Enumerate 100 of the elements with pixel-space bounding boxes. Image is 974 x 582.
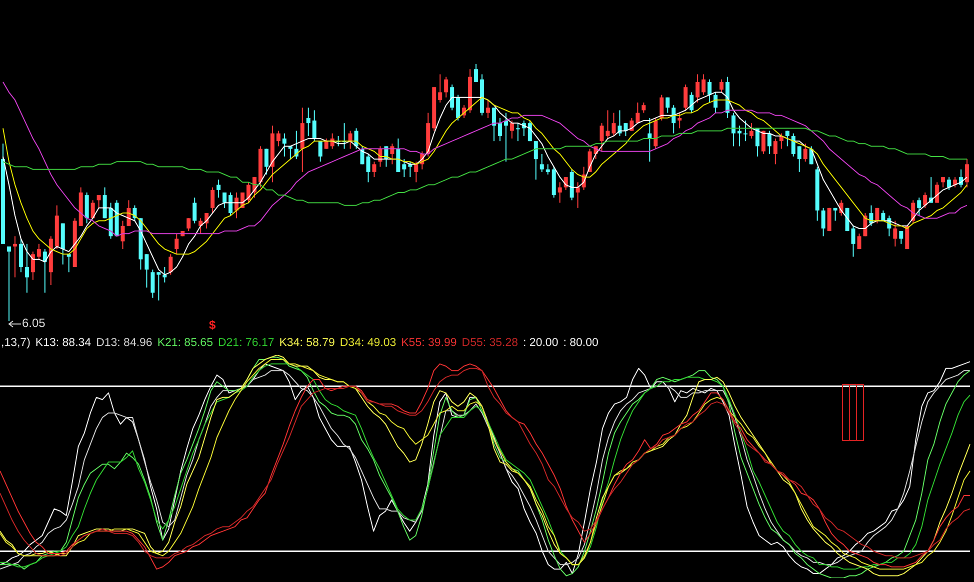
- text: : 80.00: [563, 337, 598, 350]
- candlestick: [456, 94, 460, 122]
- candlestick: [600, 122, 604, 152]
- candlestick: [150, 269, 155, 298]
- candlestick: [923, 192, 928, 208]
- text: K13: 88.34: [35, 337, 92, 350]
- candlestick: [546, 164, 550, 176]
- candlestick: [516, 122, 520, 142]
- candlestick: [36, 243, 41, 260]
- series-label: K55: 39.99: [401, 337, 457, 350]
- candlestick: [312, 110, 316, 142]
- candlestick: [875, 207, 880, 224]
- candlestick: [30, 251, 35, 280]
- candlestick: [84, 192, 89, 224]
- candlestick: [696, 74, 700, 104]
- candlestick: [684, 84, 688, 111]
- candlestick: [222, 192, 227, 208]
- candlestick: [731, 112, 736, 147]
- candlestick: [558, 182, 562, 204]
- candlestick: [708, 78, 712, 104]
- candlestick: [210, 186, 215, 214]
- candlestick: [24, 243, 29, 294]
- candlestick: [168, 254, 173, 276]
- candlestick: [642, 102, 646, 114]
- candlestick: [767, 130, 772, 154]
- candlestick: [408, 161, 412, 178]
- candlestick: [162, 266, 167, 283]
- candlestick: [678, 112, 682, 129]
- candlestick: [390, 143, 394, 165]
- candlestick: [228, 192, 233, 216]
- candlestick: [12, 236, 17, 278]
- candlestick: [96, 194, 101, 208]
- candlestick: [402, 158, 406, 178]
- candlestick: [192, 197, 197, 224]
- candlestick: [276, 130, 280, 147]
- candlestick: [899, 230, 904, 244]
- candlestick: [534, 140, 538, 180]
- candlestick: [785, 130, 790, 147]
- candlestick: [144, 254, 149, 288]
- candlestick: [18, 238, 23, 273]
- candlestick: [66, 254, 71, 273]
- candlestick: [690, 92, 694, 114]
- candlestick: [672, 104, 676, 134]
- candlestick: [444, 76, 448, 98]
- chart-title: ,13,7): [1, 337, 30, 350]
- candlestick: [857, 233, 862, 250]
- candlestick: [941, 176, 946, 188]
- text: : 20.00: [523, 337, 558, 350]
- candlestick: [372, 161, 376, 178]
- candlestick: [833, 207, 838, 222]
- candlestick: [498, 117, 502, 142]
- candlestick: [893, 220, 898, 247]
- annotation: 6.05: [22, 316, 46, 330]
- candlestick: [737, 125, 742, 147]
- candlestick: [947, 176, 952, 190]
- candlestick: [666, 96, 670, 114]
- candlestick: [720, 78, 724, 93]
- candlestick: [90, 200, 95, 219]
- candlestick: [486, 99, 490, 118]
- candlestick: [702, 74, 706, 96]
- candlestick: [821, 207, 826, 237]
- candlestick: [288, 146, 292, 160]
- candlestick: [564, 176, 568, 190]
- candlestick: [791, 132, 796, 158]
- candlestick: [414, 161, 418, 183]
- candlestick: [450, 84, 454, 111]
- text: D13: 84.96: [96, 337, 152, 350]
- candlestick: [965, 158, 970, 188]
- candlestick: [324, 138, 328, 150]
- text: D34: 49.03: [340, 337, 396, 350]
- candlestick: [510, 120, 514, 140]
- text: K21: 85.65: [157, 337, 213, 350]
- candlestick: [282, 132, 286, 158]
- candlestick: [953, 176, 958, 188]
- candlestick: [630, 117, 634, 132]
- annotation: $: [209, 318, 216, 332]
- candlestick: [186, 218, 191, 232]
- candlestick: [102, 186, 107, 219]
- candlestick: [624, 122, 628, 136]
- candlestick: [576, 182, 580, 208]
- candlestick: [6, 246, 11, 321]
- candlestick: [174, 233, 179, 255]
- candlestick: [660, 94, 664, 122]
- candlestick: [743, 120, 748, 142]
- candlestick: [216, 179, 221, 198]
- series-label: D55: 35.28: [462, 337, 518, 350]
- candlestick: [540, 153, 544, 172]
- candlestick: [474, 64, 478, 82]
- candlestick: [492, 107, 496, 142]
- candlestick: [396, 138, 400, 172]
- candlestick: [935, 182, 940, 204]
- candlestick: [318, 140, 322, 162]
- series-label: D21: 76.17: [218, 337, 274, 350]
- candlestick: [120, 220, 125, 250]
- candlestick: [438, 74, 442, 104]
- candlestick: [636, 102, 640, 124]
- candlestick: [264, 148, 268, 176]
- candlestick: [917, 197, 922, 216]
- candlestick: [156, 272, 161, 301]
- candlestick: [773, 138, 778, 165]
